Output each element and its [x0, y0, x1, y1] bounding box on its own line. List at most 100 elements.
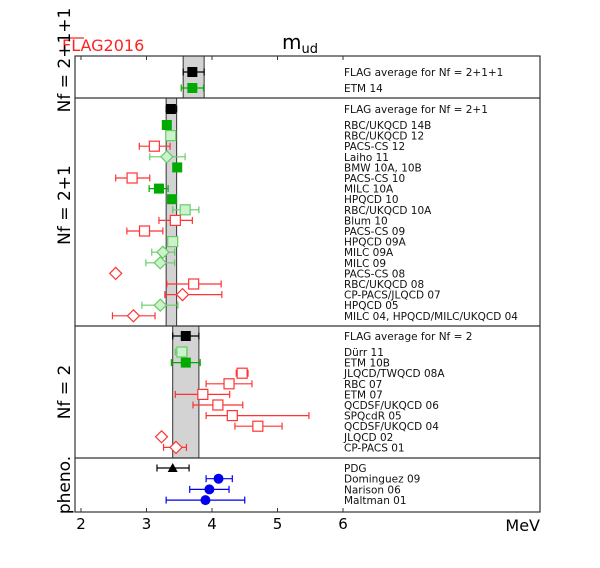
- x-axis-label: MeV: [505, 516, 540, 535]
- data-point: [141, 298, 179, 313]
- data-point: [180, 83, 205, 93]
- marker-square: [188, 278, 200, 290]
- marker-circle: [200, 495, 211, 506]
- data-point: [108, 266, 123, 281]
- data-point: [205, 378, 253, 390]
- data-point: [166, 278, 222, 290]
- title-subscript: ud: [301, 42, 318, 57]
- panel-label: Nf = 2+1+1: [55, 8, 75, 113]
- row-label: BMW 10A, 10B: [344, 162, 422, 174]
- panel-label: Nf = 2+1: [55, 165, 75, 245]
- data-point: [167, 194, 178, 205]
- marker-square: [187, 83, 198, 93]
- panel-label: Nf = 2: [55, 365, 75, 420]
- x-tick-label: 2: [76, 515, 86, 533]
- row-label: PACS-CS 10: [344, 173, 405, 185]
- row-label: Narison 06: [344, 484, 401, 496]
- marker-diamond: [175, 287, 190, 302]
- row-label: Dominguez 09: [344, 474, 420, 486]
- data-point: [165, 104, 178, 114]
- marker-square: [167, 194, 178, 205]
- marker-circle: [213, 473, 224, 484]
- row-label: SPQcdR 05: [344, 411, 402, 423]
- row-label: PACS-CS 12: [344, 141, 405, 153]
- marker-square: [212, 399, 224, 411]
- data-point: [115, 172, 151, 184]
- marker-square: [138, 225, 151, 237]
- row-label: CP-PACS/JLQCD 07: [344, 290, 441, 302]
- data-point: [164, 287, 223, 302]
- marker-square: [167, 236, 179, 248]
- plot-frame: [74, 55, 541, 513]
- marker-triangle: [167, 463, 178, 472]
- row-label: HPQCD 10: [344, 194, 399, 206]
- x-tick-label: 6: [338, 515, 348, 533]
- row-label: MILC 10A: [344, 184, 394, 196]
- marker-square: [180, 357, 191, 368]
- marker-square: [236, 367, 248, 379]
- row-label: FLAG average for Nf = 2+1: [344, 104, 488, 116]
- marker-circle: [204, 484, 215, 495]
- marker-square: [172, 162, 183, 173]
- data-point: [154, 429, 169, 444]
- row-label: QCDSF/UKQCD 04: [344, 421, 439, 433]
- row-label: RBC 07: [344, 379, 382, 391]
- marker-square: [179, 204, 191, 216]
- row-label: RBC/UKQCD 14B: [344, 120, 431, 132]
- marker-diamond: [156, 245, 170, 260]
- row-label: Laiho 11: [344, 152, 389, 164]
- data-point: [158, 214, 193, 226]
- data-point: [156, 463, 190, 472]
- row-label: MILC 09A: [344, 247, 394, 259]
- marker-square: [169, 214, 181, 226]
- data-point: [161, 120, 172, 130]
- data-point: [167, 236, 179, 248]
- row-label: FLAG average for Nf = 2+1+1: [344, 67, 503, 79]
- row-label: PACS-CS 09: [344, 226, 405, 238]
- row-label: Blum 10: [344, 215, 388, 227]
- marker-square: [223, 378, 235, 390]
- title-main: m: [282, 30, 301, 54]
- row-label: HPQCD 09A: [344, 237, 407, 249]
- data-point: [165, 130, 177, 142]
- data-point: [192, 399, 244, 411]
- average-band: [172, 325, 200, 459]
- marker-square: [148, 140, 160, 152]
- marker-diamond: [159, 149, 174, 164]
- row-label: RBC/UKQCD 08: [344, 279, 424, 291]
- x-tick-label: 5: [273, 515, 283, 533]
- row-label: HPQCD 05: [344, 300, 399, 312]
- marker-square: [161, 120, 172, 130]
- flag-logo: FLAG2016: [62, 36, 144, 55]
- row-label: PACS-CS 08: [344, 268, 405, 280]
- marker-square: [153, 183, 164, 194]
- data-point: [162, 440, 188, 455]
- row-label: PDG: [344, 463, 367, 475]
- data-point: [189, 484, 230, 495]
- marker-diamond: [153, 298, 168, 313]
- row-label: JLQCD/TWQCD 08A: [343, 368, 445, 380]
- marker-square: [165, 104, 176, 114]
- row-label: RBC/UKQCD 12: [344, 131, 424, 143]
- row-label: QCDSF/UKQCD 06: [344, 400, 439, 412]
- marker-square: [226, 410, 238, 422]
- data-point: [148, 183, 169, 194]
- data-point: [172, 162, 183, 173]
- x-tick-label: 3: [142, 515, 152, 533]
- row-label: ETM 14: [344, 83, 383, 95]
- data-point: [182, 67, 205, 77]
- data-point: [151, 245, 176, 260]
- data-point: [235, 367, 249, 379]
- data-point: [170, 357, 201, 368]
- data-point: [174, 346, 188, 358]
- row-label: JLQCD 02: [343, 432, 393, 444]
- data-point: [172, 331, 200, 341]
- row-label: ETM 07: [344, 389, 383, 401]
- data-point: [205, 410, 310, 422]
- panel-label: pheno.: [55, 456, 75, 514]
- marker-diamond: [126, 308, 141, 323]
- marker-diamond: [153, 255, 168, 270]
- marker-diamond: [154, 429, 169, 444]
- chart-title: mud: [282, 30, 318, 57]
